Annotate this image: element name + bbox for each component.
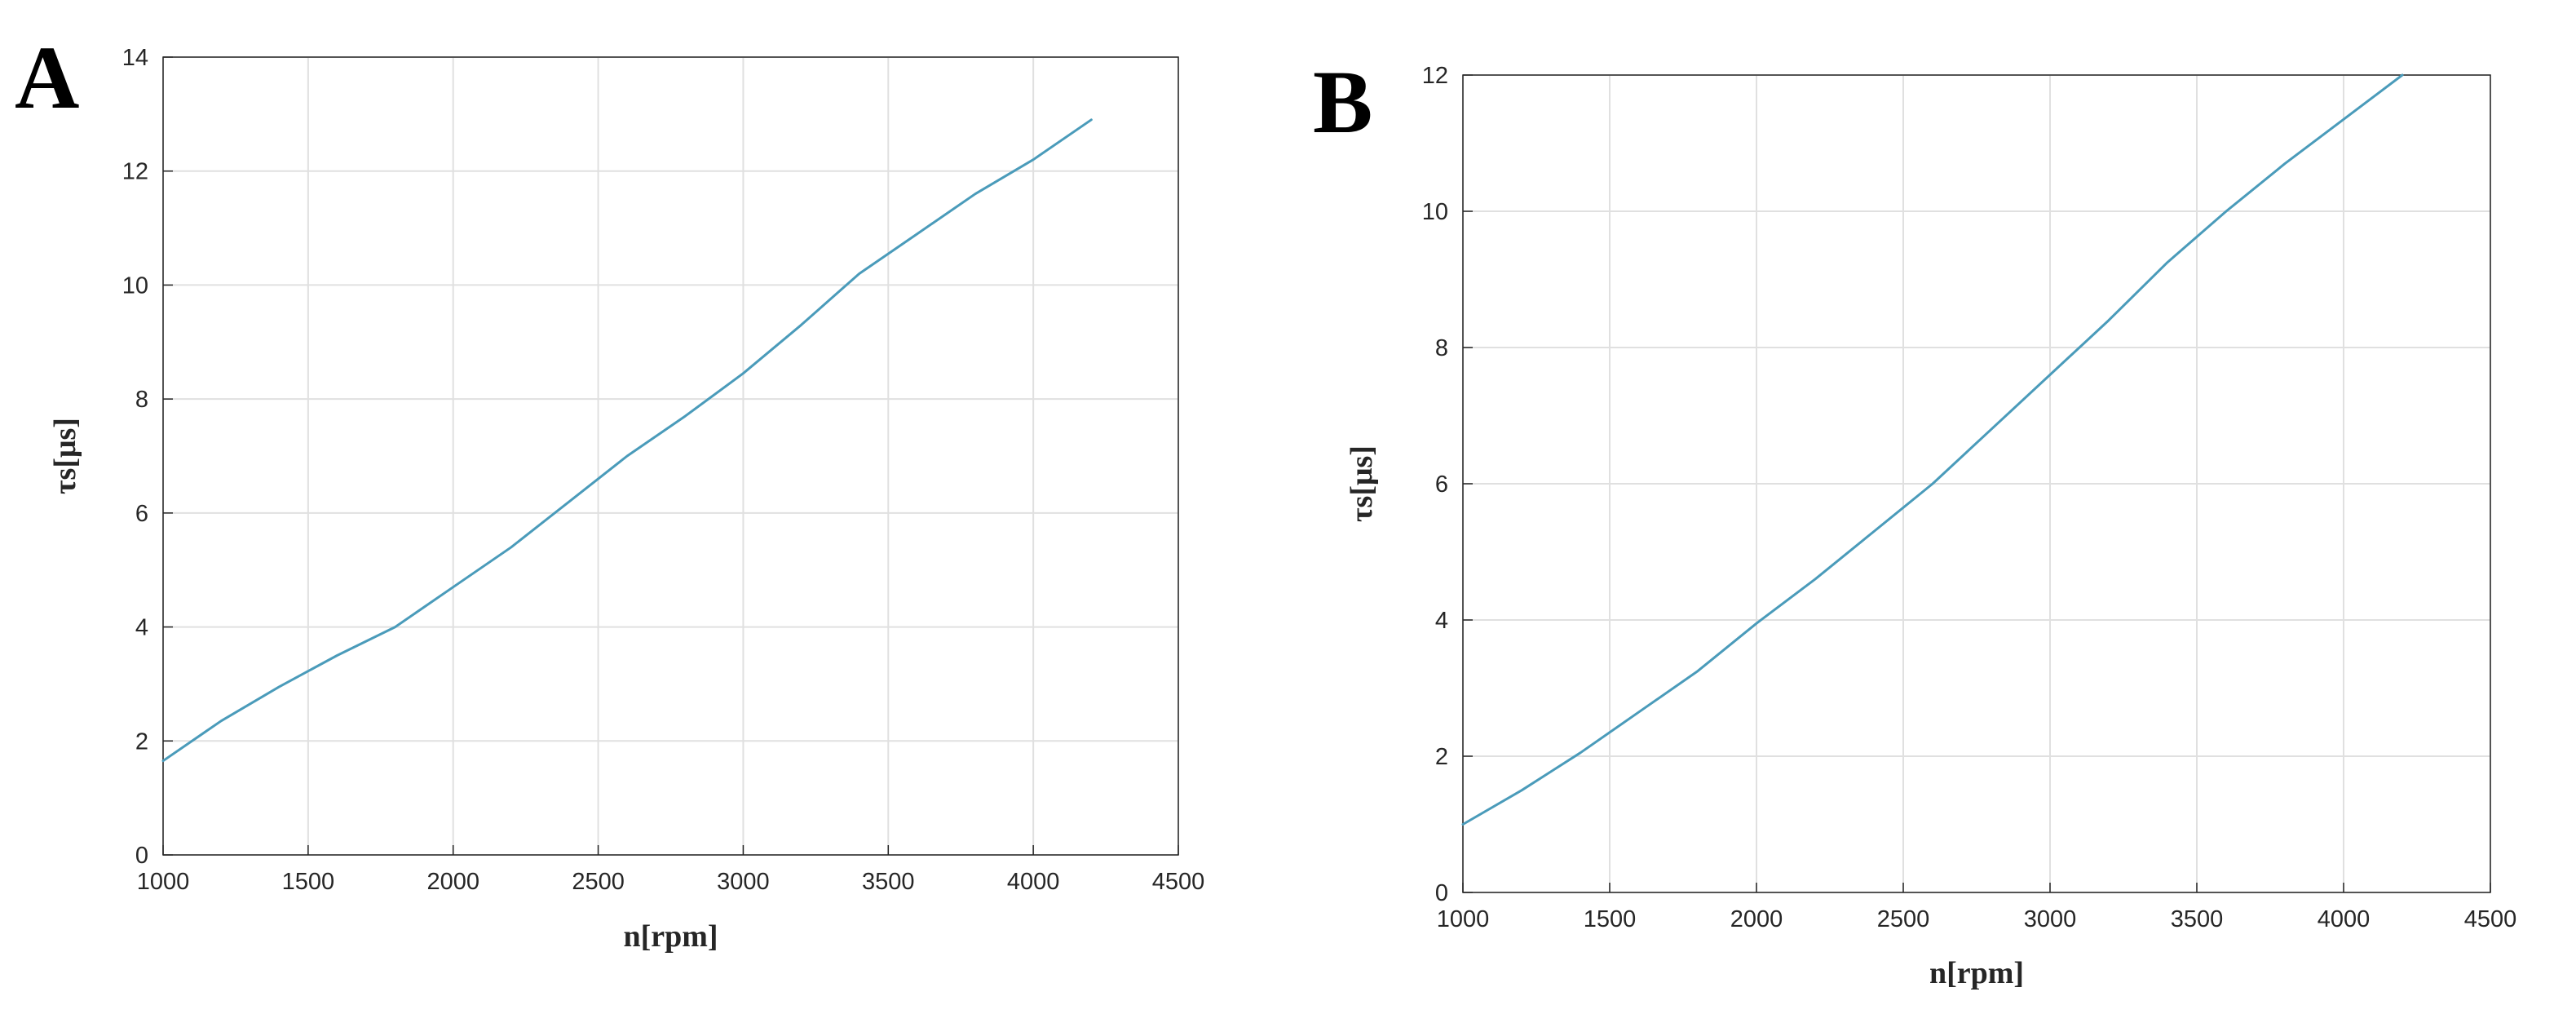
chart-a-x-tick-label: 1500 [282,869,335,895]
chart-b-y-tick-label: 4 [1435,608,1448,634]
chart-b-x-tick-label: 3000 [2024,906,2077,932]
chart-a-y-tick-label: 2 [135,728,148,755]
chart-b-x-tick-label: 1500 [1584,906,1637,932]
chart-a-series-line [161,118,1093,763]
chart-a-x-tick-label: 4500 [1152,869,1205,895]
chart-b-x-tick-label: 3500 [2171,906,2224,932]
chart-b-y-tick-label: 8 [1435,335,1448,361]
chart-a-x-tick-label: 4000 [1007,869,1060,895]
chart-a-x-tick-label: 2000 [426,869,479,895]
chart-a-y-tick-label: 8 [135,387,148,413]
chart-a-y-tick-label: 14 [122,45,148,71]
chart-b-x-tick-label: 2500 [1877,906,1930,932]
chart-b-svg: 1000 1500 2000 2500 3000 3500 4000 4500 0 2 4 6 8 10 1… [1313,52,2517,990]
chart-a-svg: 1000 1500 2000 2500 3000 3500 4000 4500 0 2 4 6 8 10 1… [15,28,1205,954]
chart-b-y-tick-label: 0 [1435,880,1448,906]
chart-a-y-tick-label: 0 [135,843,148,869]
chart-a-y-tick-label: 10 [122,272,148,299]
chart-a-y-tick-label: 4 [135,615,148,641]
chart-a-y-tick-label: 6 [135,501,148,527]
chart-b-y-tick-label: 12 [1422,63,1448,89]
chart-panel-a: 1000 1500 2000 2500 3000 3500 4000 4500 0 2 4 6 8 10 1… [0,0,1207,1014]
chart-a-y-tick-label: 12 [122,159,148,185]
chart-a-x-tick-label: 1000 [137,869,190,895]
chart-a-x-tick-label: 3000 [717,869,770,895]
chart-b-x-tick-label: 4000 [2318,906,2371,932]
chart-b-series-line [1461,73,2404,826]
chart-b-x-axis-label: n[rpm] [1929,956,2024,990]
chart-b-y-axis-label: τs[μs] [1345,445,1379,522]
chart-a-x-axis-label: n[rpm] [623,919,718,954]
chart-a-axis-box [162,56,1179,856]
chart-a-y-axis-label: τs[μs] [48,418,82,494]
chart-b-y-tick-label: 6 [1435,472,1448,498]
chart-a-x-tick-label: 3500 [862,869,915,895]
chart-b-y-tick-label: 2 [1435,744,1448,770]
chart-a-x-tick-label: 2500 [572,869,625,895]
chart-b-x-tick-label: 4500 [2464,906,2517,932]
chart-panel-b: 1000 1500 2000 2500 3000 3500 4000 4500 0 2 4 6 8 10 1… [1288,0,2576,1014]
chart-b-x-tick-label: 1000 [1437,906,1490,932]
chart-a-plot-area [163,57,1178,855]
chart-b-panel-letter: B [1313,52,1372,152]
chart-a-panel-letter: A [15,28,79,127]
chart-b-x-tick-label: 2000 [1730,906,1783,932]
chart-b-y-tick-label: 10 [1422,199,1448,225]
